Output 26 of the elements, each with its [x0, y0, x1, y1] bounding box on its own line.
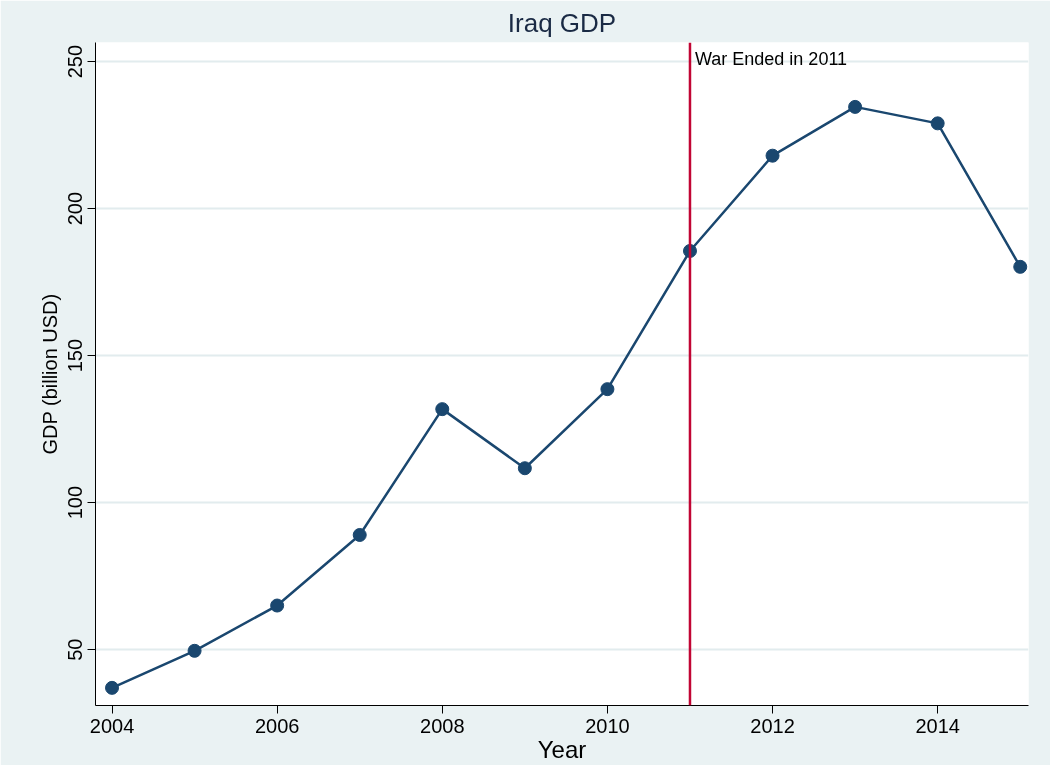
- y-tick-label: 150: [64, 338, 87, 373]
- ref-line-label: War Ended in 2011: [694, 48, 848, 69]
- point: [930, 116, 945, 131]
- y-tick-label: 200: [64, 191, 87, 226]
- point: [517, 461, 532, 476]
- x-tick-label: 2014: [915, 714, 960, 737]
- point: [105, 680, 120, 695]
- point: [1013, 259, 1028, 274]
- y-tick-label: 250: [64, 44, 87, 79]
- x-tick-label: 2004: [89, 714, 135, 737]
- point: [270, 598, 285, 613]
- point: [187, 643, 202, 658]
- point: [600, 382, 615, 397]
- point: [848, 99, 863, 114]
- y-axis-title: GDP (billion USD): [38, 293, 61, 455]
- point: [765, 148, 780, 163]
- x-tick-label: 2006: [254, 714, 300, 737]
- y-tick-label: 100: [64, 485, 87, 520]
- x-axis-title: Year: [537, 735, 587, 763]
- point: [352, 527, 367, 542]
- x-tick-label: 2012: [750, 714, 795, 737]
- y-tick-label: 50: [64, 638, 87, 661]
- x-tick-label: 2008: [420, 714, 465, 737]
- x-tick-label: 2010: [585, 714, 630, 737]
- chart-title: Iraq GDP: [507, 7, 617, 38]
- point: [435, 402, 450, 417]
